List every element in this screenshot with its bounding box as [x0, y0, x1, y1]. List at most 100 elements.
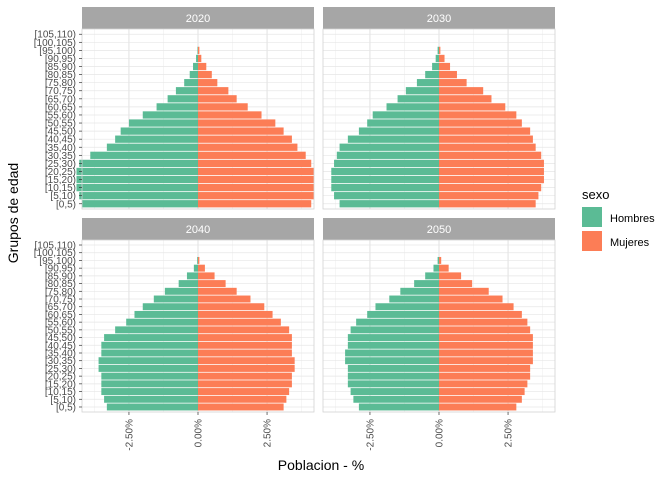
- bar-hombres-2030-4: [331, 167, 439, 176]
- y-tick-label: [65,70): [45, 94, 76, 105]
- bar-mujeres-2020-15: [198, 79, 218, 87]
- facet-strip-label: 2030: [427, 13, 451, 25]
- bar-hombres-2020-3: [76, 175, 198, 184]
- bar-hombres-2020-12: [156, 103, 198, 111]
- bar-hombres-2030-12: [386, 103, 439, 111]
- bar-mujeres-2030-1: [439, 192, 539, 200]
- facet-panel-2030: 2030: [322, 7, 556, 210]
- bar-mujeres-2030-11: [439, 111, 517, 119]
- bar-hombres-2020-5: [79, 159, 198, 168]
- bar-hombres-2020-14: [175, 87, 198, 95]
- bar-hombres-2030-9: [358, 127, 439, 135]
- y-tick-label: [100,105): [34, 38, 76, 49]
- y-tick-label: [30,35): [45, 151, 76, 162]
- bar-hombres-2050-14: [389, 295, 439, 303]
- bar-hombres-2020-16: [189, 70, 198, 79]
- bar-mujeres-2050-2: [439, 388, 525, 396]
- bar-mujeres-2040-0: [198, 403, 284, 411]
- facet-panel-2050: 2050: [322, 218, 556, 413]
- panel-border: [322, 28, 556, 210]
- facet-strip: [82, 218, 314, 240]
- bar-hombres-2050-7: [345, 349, 439, 357]
- x-tick-label: 2.50%: [504, 419, 515, 447]
- bar-hombres-2030-15: [416, 79, 439, 87]
- bar-hombres-2050-15: [400, 287, 439, 295]
- bar-hombres-2030-19: [437, 46, 439, 55]
- bar-mujeres-2030-15: [439, 79, 467, 87]
- y-tick-label: [45,50): [45, 333, 76, 344]
- bar-hombres-2050-9: [347, 334, 439, 342]
- x-tick-label: 0.00%: [194, 419, 205, 447]
- bar-hombres-2020-4: [76, 167, 198, 176]
- bar-hombres-2040-16: [178, 280, 198, 288]
- bar-hombres-2020-0: [82, 200, 198, 208]
- bar-hombres-2040-1: [104, 395, 198, 403]
- bar-mujeres-2040-5: [198, 364, 295, 372]
- bar-hombres-2030-14: [405, 87, 439, 95]
- bar-hombres-2030-18: [435, 54, 439, 63]
- bar-mujeres-2030-7: [439, 143, 536, 151]
- bar-hombres-2040-4: [101, 372, 198, 380]
- bar-hombres-2030-6: [336, 151, 439, 159]
- bar-hombres-2020-9: [120, 127, 198, 135]
- y-tick-label: [0,5): [56, 199, 76, 210]
- bar-hombres-2020-6: [90, 151, 198, 159]
- bar-hombres-2040-13: [142, 303, 198, 311]
- bar-mujeres-2050-6: [439, 357, 533, 365]
- y-tick-label: [80,85): [45, 279, 76, 290]
- bar-mujeres-2020-1: [198, 192, 314, 200]
- panels-layer: 2020 2030 2040 2050: [76, 7, 556, 413]
- bar-hombres-2020-17: [193, 62, 198, 71]
- x-tick-label: -2.50%: [365, 419, 376, 451]
- bar-mujeres-2040-6: [198, 357, 295, 365]
- bar-mujeres-2020-19: [198, 46, 200, 55]
- y-tick-label: [100,105): [34, 248, 76, 259]
- bar-mujeres-2030-17: [439, 62, 451, 71]
- y-tick-label: [95,100): [39, 256, 76, 267]
- facet-strip-label: 2040: [186, 224, 210, 236]
- facet-strip: [323, 218, 555, 240]
- y-tick-label: [5,10): [50, 395, 76, 406]
- bar-hombres-2050-19: [437, 256, 439, 264]
- bar-mujeres-2040-11: [198, 318, 281, 326]
- y-tick-label: [25,30): [45, 159, 76, 170]
- bar-hombres-2050-2: [350, 388, 439, 396]
- bar-mujeres-2050-4: [439, 372, 531, 380]
- bar-hombres-2050-11: [356, 318, 439, 326]
- bar-hombres-2050-3: [347, 380, 439, 388]
- bar-mujeres-2020-7: [198, 143, 298, 151]
- bar-hombres-2040-17: [186, 272, 198, 280]
- bar-hombres-2020-13: [167, 95, 198, 103]
- legend-key-mujeres: [582, 231, 602, 251]
- bar-mujeres-2020-18: [198, 54, 202, 63]
- bar-hombres-2020-8: [115, 135, 198, 143]
- y-tick-label: [10,15): [45, 183, 76, 194]
- bar-hombres-2020-11: [142, 111, 198, 119]
- bar-mujeres-2020-10: [198, 119, 276, 127]
- y-tick-label: [55,60): [45, 318, 76, 329]
- y-axis-title: Grupos de edad: [5, 163, 21, 263]
- bar-hombres-2030-3: [331, 175, 439, 184]
- y-tick-label: [50,55): [45, 119, 76, 130]
- bar-hombres-2030-17: [432, 62, 439, 71]
- bar-hombres-2040-9: [104, 334, 198, 342]
- bar-mujeres-2020-8: [198, 135, 292, 143]
- bar-mujeres-2040-8: [198, 341, 292, 349]
- bar-mujeres-2050-13: [439, 303, 514, 311]
- bar-mujeres-2050-12: [439, 310, 522, 318]
- bar-mujeres-2040-13: [198, 303, 265, 311]
- bar-mujeres-2030-4: [439, 167, 544, 176]
- bar-hombres-2040-11: [126, 318, 198, 326]
- bar-mujeres-2030-14: [439, 87, 484, 95]
- bar-hombres-2040-6: [98, 357, 198, 365]
- y-tick-label: [90,95): [45, 264, 76, 275]
- bar-hombres-2040-7: [101, 349, 198, 357]
- bar-mujeres-2020-16: [198, 70, 212, 79]
- bar-mujeres-2050-8: [439, 341, 533, 349]
- y-tick-label: [40,45): [45, 135, 76, 146]
- bar-mujeres-2040-3: [198, 380, 292, 388]
- y-tick-label: [50,55): [45, 325, 76, 336]
- bar-hombres-2050-13: [375, 303, 439, 311]
- legend-title: sexo: [582, 187, 609, 202]
